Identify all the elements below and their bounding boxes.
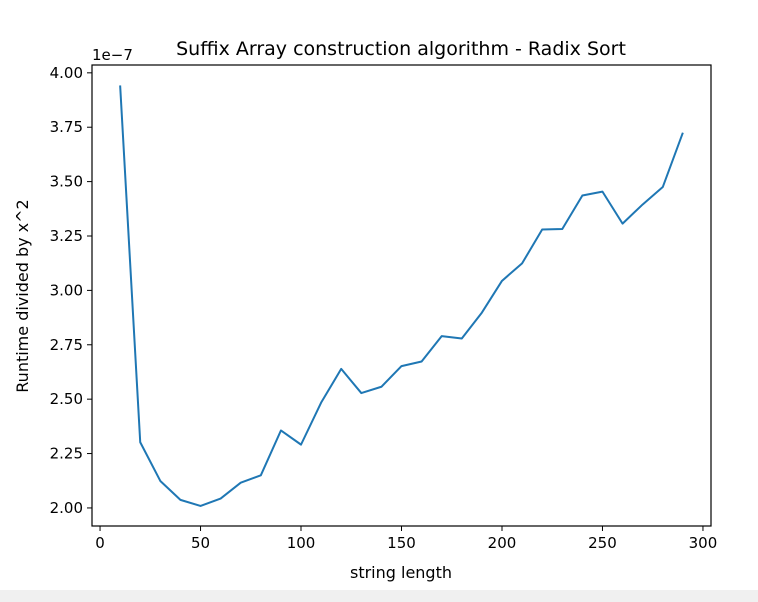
data-point [300,444,302,446]
data-point [642,203,644,205]
data-point [662,186,664,188]
x-axis-label: string length [350,563,452,582]
data-point [280,429,282,431]
data-point [561,228,563,230]
x-tick-label: 200 [488,534,517,552]
data-point [581,195,583,197]
data-point [200,505,202,507]
data-point [380,386,382,388]
x-tick-label: 100 [287,534,316,552]
data-point [401,365,403,367]
y-tick-label: 2.25 [50,445,83,463]
x-ticks: 0 50 100 150 200 250 300 [95,526,717,552]
data-point [622,223,624,225]
y-tick-label: 2.50 [50,390,83,408]
y-tick-label: 3.75 [50,118,83,136]
y-tick-label: 3.00 [50,281,83,299]
data-point [421,361,423,363]
y-tick-label: 3.50 [50,173,83,191]
data-point [601,191,603,193]
y-tick-label: 4.00 [50,64,83,82]
data-point [360,392,362,394]
y-ticks: 2.00 2.25 2.50 2.75 3.00 3.25 3.50 3.75 4.00 [50,64,92,517]
y-tick-label: 2.00 [50,499,83,517]
series-line [119,85,684,507]
data-point [179,499,181,501]
x-tick-label: 50 [191,534,210,552]
data-point [220,498,222,500]
data-point [501,280,503,282]
data-point [521,262,523,264]
y-tick-label: 3.25 [50,227,83,245]
data-point [541,228,543,230]
plot-frame [91,64,712,527]
data-point [139,441,141,443]
data-point [481,312,483,314]
data-point [340,368,342,370]
y-offset-label: 1e−7 [92,46,133,64]
y-axis-label: Runtime divided by x^2 [13,199,32,392]
x-tick-label: 250 [588,534,617,552]
x-tick-label: 150 [387,534,416,552]
data-point [682,132,684,134]
data-point [461,337,463,339]
x-tick-label: 0 [95,534,105,552]
data-point [260,474,262,476]
chart-title: Suffix Array construction algorithm - Ra… [176,38,626,60]
data-point [119,84,121,86]
data-point [240,482,242,484]
y-tick-label: 2.75 [50,336,83,354]
x-tick-label: 300 [689,534,718,552]
data-point [159,480,161,482]
data-point [441,335,443,337]
series-group [119,84,684,507]
data-point [320,402,322,404]
